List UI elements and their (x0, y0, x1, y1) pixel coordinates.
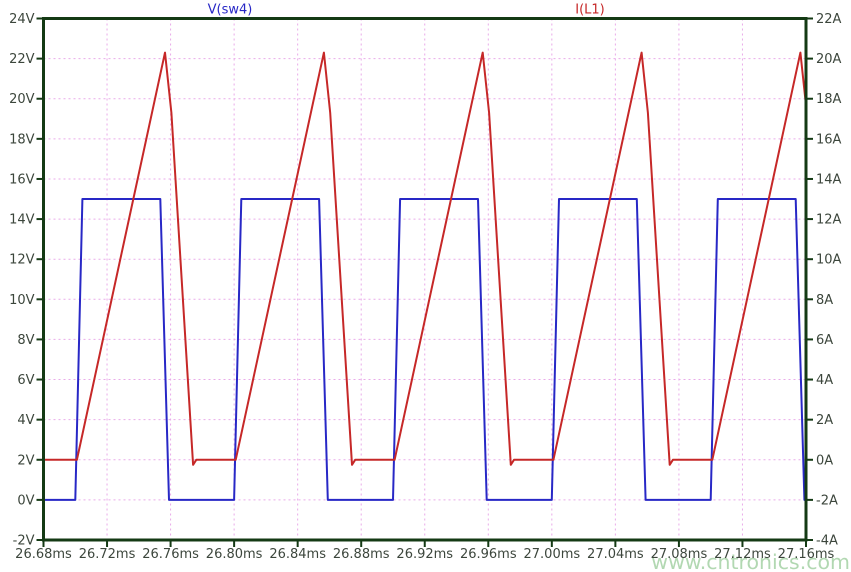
x-axis-tick-label: 26.92ms (396, 547, 453, 562)
grid-lines (43, 18, 806, 540)
left-axis-tick-label: 10V (9, 293, 35, 308)
right-axis-tick-label: 10A (816, 253, 842, 268)
right-axis-tick-label: 6A (816, 333, 833, 348)
left-axis-tick-label: 18V (9, 132, 35, 147)
x-axis-tick-label: 26.72ms (79, 547, 136, 562)
legend-label-V(sw4): V(sw4) (208, 3, 253, 18)
right-axis-tick-label: 12A (816, 213, 842, 228)
left-axis-tick-label: 0V (17, 493, 34, 508)
right-axis-tick-label: 20A (816, 52, 842, 67)
right-axis-tick-label: -2A (816, 493, 838, 508)
legend: V(sw4) I(L1) (208, 3, 605, 18)
x-axis-tick-label: 27.00ms (524, 547, 581, 562)
left-axis-tick-label: 2V (17, 453, 34, 468)
x-axis-tick-label: 26.68ms (15, 547, 72, 562)
legend-label-I(L1): I(L1) (575, 3, 605, 18)
left-axis-tick-label: -2V (13, 534, 35, 549)
left-axis-tick-label: 20V (9, 92, 35, 107)
right-axis-tick-label: 0A (816, 453, 833, 468)
trace-V(sw4) (43, 198, 806, 501)
trace-group (43, 51, 806, 501)
right-axis-tick-label: 18A (816, 92, 842, 107)
right-axis-tick-label: -4A (816, 534, 838, 549)
x-axis-tick-label: 27.08ms (651, 547, 708, 562)
left-axis-tick-label: 6V (17, 373, 34, 388)
left-axis-tick-label: 8V (17, 333, 34, 348)
x-axis-tick-label: 27.12ms (714, 547, 771, 562)
x-axis-tick-label: 27.16ms (778, 547, 835, 562)
x-axis-tick-label: 26.96ms (460, 547, 517, 562)
x-axis-tick-label: 26.88ms (333, 547, 390, 562)
left-axis-tick-label: 14V (9, 213, 35, 228)
left-axis-tick-label: 24V (9, 12, 35, 27)
right-axis-labels: 22A 20A 18A 16A 14A 12A 10A 8A 6A 4A 2A 0A -2A -4A (816, 12, 842, 549)
axis-tick-marks (36, 17, 813, 547)
watermark: www.cntronics.com (651, 550, 850, 572)
x-axis-tick-label: 26.76ms (142, 547, 199, 562)
right-axis-tick-label: 4A (816, 373, 833, 388)
right-axis-tick-label: 2A (816, 413, 833, 428)
trace-I(L1) (43, 51, 806, 466)
right-axis-tick-label: 22A (816, 12, 842, 27)
left-axis-tick-label: 4V (17, 413, 34, 428)
right-axis-tick-label: 14A (816, 172, 842, 187)
left-axis-labels: 24V 22V 20V 18V 16V 14V 12V 10V 8V 6V 4V 2V 0V -2V (9, 12, 35, 549)
right-axis-tick-label: 16A (816, 132, 842, 147)
right-axis-tick-label: 8A (816, 293, 833, 308)
x-axis-tick-label: 26.80ms (206, 547, 263, 562)
left-axis-tick-label: 22V (9, 52, 35, 67)
left-axis-tick-label: 16V (9, 172, 35, 187)
left-axis-tick-label: 12V (9, 253, 35, 268)
x-axis-tick-label: 27.04ms (587, 547, 644, 562)
x-axis-labels: 26.68ms 26.72ms 26.76ms 26.80ms 26.84ms 26.88… (15, 547, 834, 562)
x-axis-tick-label: 26.84ms (269, 547, 326, 562)
